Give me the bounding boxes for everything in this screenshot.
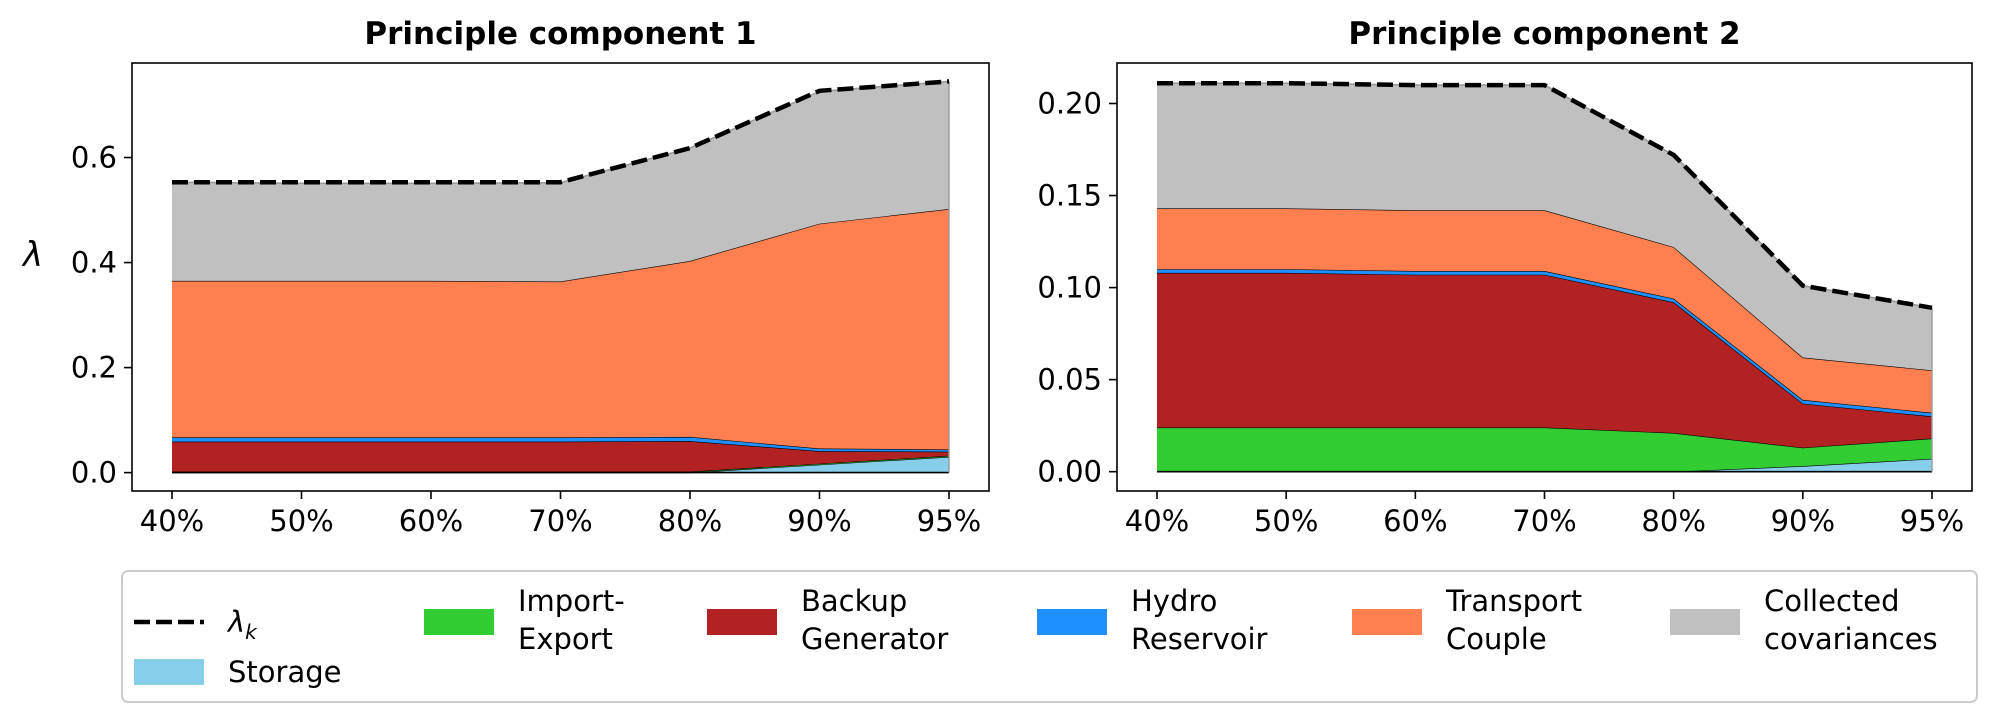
area-collected-covariances [1157, 83, 1932, 371]
area-backup-generator [1157, 272, 1932, 448]
legend-label: Backup Generator [801, 584, 948, 656]
legend-swatch [134, 659, 204, 685]
y-tick-label: 0.10 [1037, 271, 1102, 305]
legend: λk Storage Import-Export Backup Generator Hyd… [121, 570, 1978, 703]
lambda-k-line [1157, 80, 1933, 311]
y-tick-label: 0.20 [1037, 86, 1102, 120]
area-import-export [1157, 427, 1932, 472]
legend-item-collected-covariances: Collected covariances [1670, 584, 1938, 656]
legend-label: Hydro Reservoir [1131, 584, 1268, 656]
x-tick-label: 95% [1900, 504, 1964, 538]
area-transport-couple [172, 209, 949, 450]
area-hydro-reservoir [172, 436, 949, 452]
area-collected-covariances [172, 81, 949, 282]
x-tick-label: 90% [787, 504, 851, 538]
y-tick-label: 0.4 [71, 246, 117, 280]
area-transport-couple [1157, 208, 1932, 413]
chart-title: Principle component 1 [364, 16, 756, 52]
legend-swatch [424, 609, 494, 635]
y-tick-label: 0.6 [71, 141, 117, 175]
legend-item-backup-generator: Backup Generator [707, 584, 948, 656]
x-tick-label: 60% [399, 504, 463, 538]
legend-item-transport-couple: Transport Couple [1352, 584, 1582, 656]
y-tick-label: 0.00 [1037, 455, 1102, 489]
legend-label: Import-Export [518, 584, 625, 656]
legend-item-hydro-reservoir: Hydro Reservoir [1037, 584, 1268, 656]
lambda-k-line [172, 79, 950, 185]
area-storage [1157, 458, 1932, 472]
legend-label: Transport Couple [1445, 584, 1582, 656]
x-tick-label: 90% [1771, 504, 1835, 538]
area-import-export [172, 455, 949, 473]
legend-item-storage: Storage [134, 655, 341, 689]
y-tick-label: 0.0 [71, 456, 117, 490]
legend-frame [121, 570, 1978, 703]
x-tick-label: 95% [917, 504, 981, 538]
x-tick-label: 50% [1254, 504, 1318, 538]
y-tick-label: 0.2 [71, 351, 117, 385]
legend-swatch [1670, 609, 1740, 635]
area-backup-generator [172, 441, 949, 472]
y-axis-label: λ [21, 235, 43, 275]
legend-label: Storage [228, 655, 341, 689]
x-tick-label: 80% [658, 504, 722, 538]
legend-swatch [707, 609, 777, 635]
x-tick-label: 40% [1125, 504, 1189, 538]
panel-1: 40% 50% 60% 70% 80% 90% 95% 0.0 0.2 0.4 0.6 Princip… [21, 16, 990, 538]
legend-item-import-export: Import-Export [424, 584, 625, 656]
legend-swatch [1352, 609, 1422, 635]
x-tick-label: 80% [1641, 504, 1705, 538]
x-tick-label: 70% [1512, 504, 1576, 538]
x-tick-label: 70% [528, 504, 592, 538]
legend-swatch [1037, 609, 1107, 635]
legend-label: Collected covariances [1764, 584, 1938, 656]
y-tick-label: 0.15 [1037, 179, 1102, 213]
y-tick-label: 0.05 [1037, 363, 1102, 397]
x-tick-label: 40% [140, 504, 204, 538]
chart-title: Principle component 2 [1348, 16, 1740, 52]
legend-label: λk [226, 605, 258, 644]
x-tick-label: 50% [269, 504, 333, 538]
panel-2: 40% 50% 60% 70% 80% 90% 95% 0.00 0.05 0.10 0.15 0.2… [1037, 16, 1973, 538]
legend-item-lambda-k: λk [134, 605, 258, 644]
x-tick-label: 60% [1383, 504, 1447, 538]
